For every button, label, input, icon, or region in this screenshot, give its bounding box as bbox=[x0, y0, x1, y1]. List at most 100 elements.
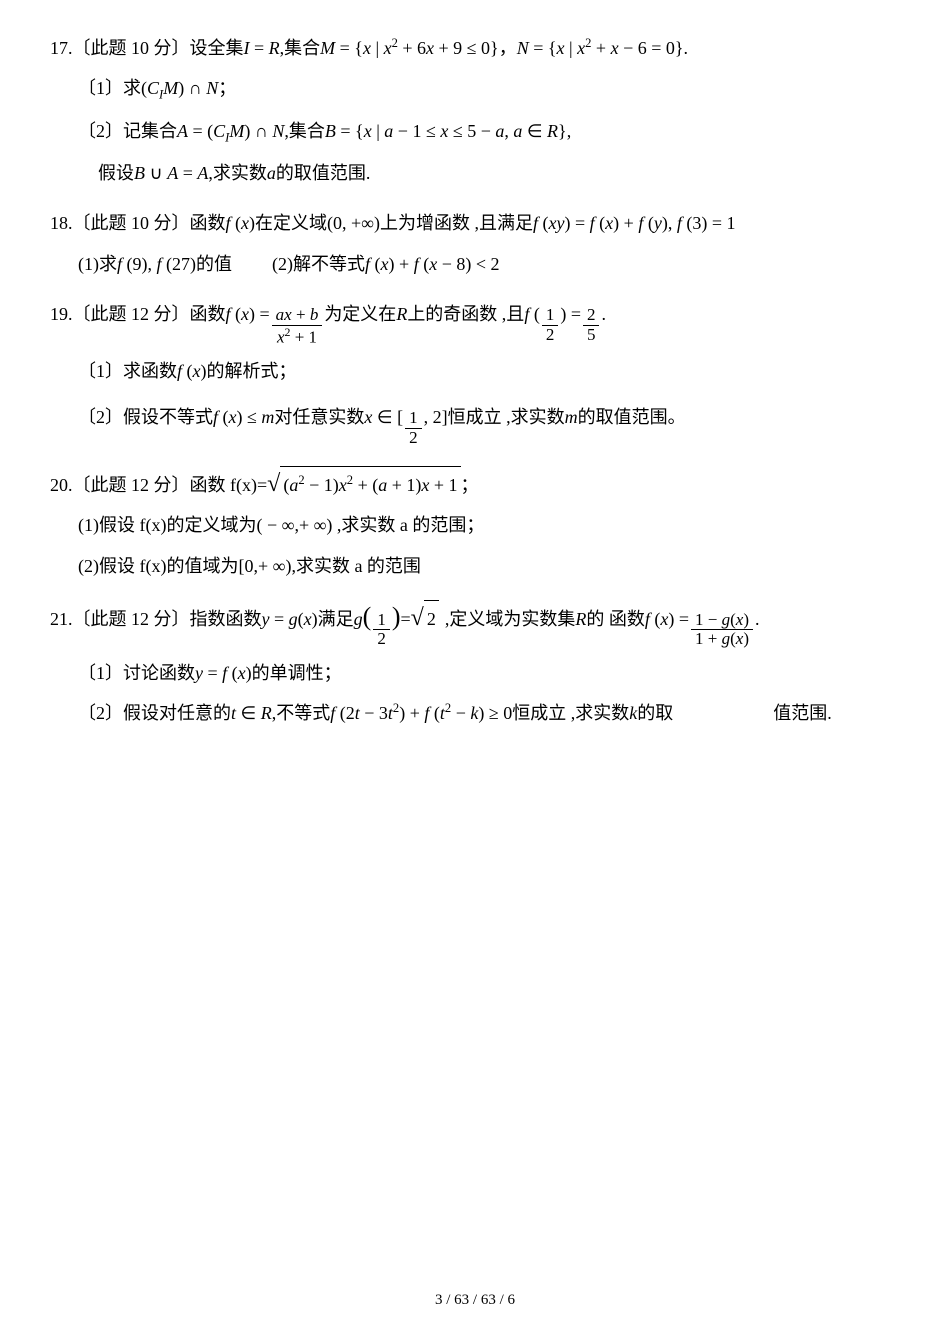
math: B = {x | a − 1 ≤ x ≤ 5 − a, a ∈ R} bbox=[325, 115, 567, 147]
text: 〔2〕记集合 bbox=[78, 115, 177, 147]
math: R bbox=[396, 298, 407, 330]
math: M = {x | x2 + 6x + 9 ≤ 0} bbox=[320, 32, 499, 64]
radical-icon: √ bbox=[411, 606, 424, 630]
text: 上为增函数 ,且满足 bbox=[380, 207, 533, 239]
text: ； bbox=[218, 72, 236, 104]
text: 的值 bbox=[196, 248, 232, 280]
math: (CIM) ∩ N bbox=[141, 72, 218, 106]
text: 20.〔此题 12 分〕函数 f(x)= bbox=[50, 469, 267, 501]
question-18: 18.〔此题 10 分〕函数 f (x) 在定义域 (0, +∞) 上为增函数 … bbox=[50, 207, 900, 280]
text: 的 函数 bbox=[586, 603, 645, 635]
denominator: 2 bbox=[405, 429, 422, 448]
math: f (x) + f (x − 8) < 2 bbox=[365, 248, 499, 280]
numerator: 1 − g(x) bbox=[691, 611, 753, 631]
math: f (9), f (27) bbox=[117, 248, 196, 280]
text: 〔1〕求 bbox=[78, 72, 141, 104]
text: ,不等式 bbox=[272, 697, 331, 729]
page-footer: 3 / 63 / 63 / 6 bbox=[0, 1287, 950, 1314]
text: 〔2〕假设不等式 bbox=[78, 401, 213, 433]
math: ) bbox=[392, 604, 401, 630]
text: 为定义在 bbox=[324, 298, 396, 330]
text: ， bbox=[499, 32, 517, 64]
math: g bbox=[354, 603, 363, 635]
math: f (x) bbox=[177, 355, 207, 387]
numerator: 1 bbox=[405, 409, 422, 429]
q20-line1: 20.〔此题 12 分〕函数 f(x)= √ (a2 − 1)x2 + (a +… bbox=[50, 466, 900, 501]
math: t ∈ R bbox=[231, 697, 272, 729]
math: R bbox=[575, 603, 586, 635]
radicand: (a2 − 1)x2 + (a + 1)x + 1 bbox=[280, 466, 460, 501]
text: 满足 bbox=[318, 603, 354, 635]
text: 在定义域 bbox=[255, 207, 327, 239]
q17-sub1: 〔1〕求 (CIM) ∩ N ； bbox=[50, 72, 900, 106]
text: 〔2〕假设对任意的 bbox=[78, 697, 231, 729]
math: f (xy) = f (x) + f (y), f (3) = 1 bbox=[533, 207, 736, 239]
text: (2)假设 f(x)的值域为[0,+ ∞),求实数 a 的范围 bbox=[78, 550, 421, 582]
numerator: 1 bbox=[373, 611, 390, 631]
text: ； bbox=[461, 469, 479, 501]
math: x ∈ [ bbox=[364, 401, 403, 433]
q21-sub2: 〔2〕假设对任意的 t ∈ R ,不等式 f (2t − 3t2) + f (t… bbox=[50, 697, 900, 729]
q21-sub1: 〔1〕讨论函数 y = f (x) 的单调性； bbox=[50, 657, 900, 689]
text: 假设 bbox=[98, 157, 134, 189]
text: = bbox=[401, 603, 411, 635]
text: 的解析式； bbox=[207, 355, 297, 387]
text: (1)假设 f(x)的定义域为( − ∞,+ ∞) ,求实数 a 的范围； bbox=[78, 509, 484, 541]
text: 值范围. bbox=[773, 697, 832, 729]
text: 18.〔此题 10 分〕函数 bbox=[50, 207, 226, 239]
text: . bbox=[601, 298, 606, 330]
math: N = {x | x2 + x − 6 = 0} bbox=[517, 32, 684, 64]
math: f (2t − 3t2) + f (t2 − k) ≥ 0 bbox=[330, 697, 512, 729]
fraction: 1 2 bbox=[373, 611, 390, 649]
text: ,求实数 bbox=[208, 157, 267, 189]
math: (0, +∞) bbox=[327, 207, 380, 239]
math: , 2] bbox=[424, 401, 448, 433]
sqrt: √ 2 bbox=[411, 600, 439, 635]
math: B ∪ A = A bbox=[134, 157, 208, 189]
denominator: 2 bbox=[542, 326, 559, 345]
denominator: 2 bbox=[373, 630, 390, 649]
math: f ( bbox=[524, 298, 540, 330]
q18-line1: 18.〔此题 10 分〕函数 f (x) 在定义域 (0, +∞) 上为增函数 … bbox=[50, 207, 900, 239]
numerator: 1 bbox=[542, 306, 559, 326]
text: 的取 bbox=[637, 697, 673, 729]
text: 恒成立 ,求实数 bbox=[512, 697, 629, 729]
text: ,集合 bbox=[280, 32, 321, 64]
q18-subs: (1)求 f (9), f (27) 的值 (2)解不等式 f (x) + f … bbox=[50, 248, 900, 280]
denominator: 5 bbox=[583, 326, 600, 345]
math: I = R bbox=[244, 32, 280, 64]
q20-sub1: (1)假设 f(x)的定义域为( − ∞,+ ∞) ,求实数 a 的范围； bbox=[50, 509, 900, 541]
fraction: ax + b x2 + 1 bbox=[272, 306, 323, 347]
math: m bbox=[565, 401, 578, 433]
q19-line1: 19.〔此题 12 分〕函数 f (x) = ax + b x2 + 1 为定义… bbox=[50, 298, 900, 347]
math: f (x) = bbox=[645, 603, 689, 635]
radicand: 2 bbox=[424, 600, 439, 635]
fraction: 1 − g(x) 1 + g(x) bbox=[691, 611, 753, 649]
math: A = (CIM) ∩ N bbox=[177, 115, 284, 149]
text: , bbox=[567, 115, 572, 147]
numerator: ax + b bbox=[272, 306, 323, 326]
math: f (x) = bbox=[226, 298, 270, 330]
fraction: 1 2 bbox=[542, 306, 559, 344]
text: (2)解不等式 bbox=[272, 248, 365, 280]
text: 〔1〕讨论函数 bbox=[78, 657, 195, 689]
math: a bbox=[267, 157, 276, 189]
text: ,集合 bbox=[284, 115, 325, 147]
question-17: 17.〔此题 10 分〕设全集 I = R ,集合 M = {x | x2 + … bbox=[50, 32, 900, 189]
radical-icon: √ bbox=[267, 472, 280, 496]
text: 的取值范围. bbox=[276, 157, 371, 189]
math: y = f (x) bbox=[195, 657, 252, 689]
text: 对任意实数 bbox=[274, 401, 364, 433]
fraction: 1 2 bbox=[405, 409, 422, 447]
question-19: 19.〔此题 12 分〕函数 f (x) = ax + b x2 + 1 为定义… bbox=[50, 298, 900, 448]
math: f (x) ≤ m bbox=[213, 401, 274, 433]
q17-line1: 17.〔此题 10 分〕设全集 I = R ,集合 M = {x | x2 + … bbox=[50, 32, 900, 64]
text: ,定义域为实数集 bbox=[445, 603, 576, 635]
math: k bbox=[629, 697, 637, 729]
text: 19.〔此题 12 分〕函数 bbox=[50, 298, 226, 330]
q19-sub1: 〔1〕求函数 f (x) 的解析式； bbox=[50, 355, 900, 387]
math: y = g(x) bbox=[262, 603, 318, 635]
math: ) = bbox=[560, 298, 581, 330]
numerator: 2 bbox=[583, 306, 600, 326]
question-20: 20.〔此题 12 分〕函数 f(x)= √ (a2 − 1)x2 + (a +… bbox=[50, 466, 900, 582]
